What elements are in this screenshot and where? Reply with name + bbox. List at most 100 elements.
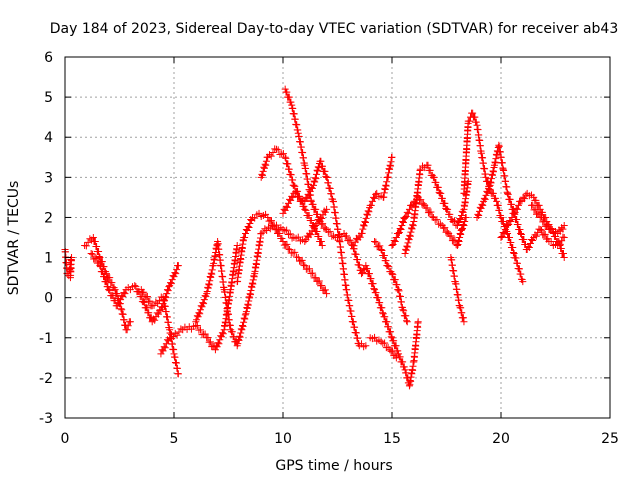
data-point	[443, 228, 451, 236]
data-point	[82, 242, 90, 250]
data-point	[230, 333, 238, 341]
data-point	[104, 283, 112, 291]
data-point	[477, 204, 485, 212]
data-point	[322, 172, 330, 180]
data-point	[262, 157, 270, 165]
data-point	[287, 98, 295, 106]
data-point	[300, 202, 308, 210]
data-point	[428, 213, 436, 221]
data-point	[512, 254, 520, 262]
data-point	[281, 85, 289, 93]
data-point	[218, 329, 226, 337]
data-point	[236, 333, 244, 341]
data-point	[207, 273, 215, 281]
data-point	[540, 218, 548, 226]
data-point	[437, 189, 445, 197]
data-point	[279, 225, 287, 233]
data-point	[514, 201, 522, 209]
data-point	[313, 227, 321, 235]
data-point	[164, 287, 172, 295]
data-point	[111, 286, 119, 294]
data-point	[403, 242, 411, 250]
data-point	[245, 223, 253, 231]
data-point	[257, 229, 265, 237]
data-point	[65, 266, 73, 274]
data-point	[402, 246, 410, 254]
data-point	[399, 306, 407, 314]
data-point	[364, 207, 372, 215]
data-point	[239, 322, 247, 330]
data-point	[380, 252, 388, 260]
data-point	[387, 333, 395, 341]
data-point	[388, 242, 396, 250]
x-tick-label: 5	[170, 431, 179, 447]
data-point	[140, 299, 148, 307]
data-point	[297, 197, 305, 205]
data-point	[506, 195, 514, 203]
data-point	[396, 224, 404, 232]
data-point	[484, 188, 492, 196]
data-point	[385, 263, 393, 271]
data-point	[446, 210, 454, 218]
data-point	[308, 184, 316, 192]
data-point	[258, 170, 266, 178]
data-point	[321, 224, 329, 232]
data-point	[388, 347, 396, 355]
data-point	[323, 290, 331, 298]
data-point	[392, 234, 400, 241]
data-point	[281, 153, 289, 161]
data-point	[312, 205, 320, 213]
data-point	[163, 290, 171, 298]
data-point	[459, 208, 467, 216]
data-point	[241, 311, 249, 319]
data-point	[92, 254, 100, 262]
data-point	[454, 237, 462, 245]
data-point	[173, 266, 181, 274]
data-point	[384, 262, 392, 270]
data-point	[456, 229, 464, 237]
data-point	[513, 259, 521, 267]
data-point	[383, 318, 391, 326]
data-point	[289, 104, 297, 112]
data-point	[89, 234, 97, 241]
data-point	[204, 284, 212, 292]
data-point	[395, 229, 403, 237]
data-point	[453, 221, 461, 229]
series-track-8	[257, 145, 326, 250]
data-point	[261, 160, 269, 168]
data-point	[284, 230, 292, 238]
data-point	[557, 245, 565, 253]
data-point	[462, 213, 470, 221]
data-point	[310, 221, 318, 229]
y-tick-label: -3	[39, 411, 53, 427]
data-point	[200, 296, 208, 304]
data-point	[352, 250, 360, 258]
data-point	[196, 306, 204, 314]
data-point	[319, 162, 327, 170]
data-point	[426, 166, 434, 174]
data-point	[379, 309, 387, 317]
data-point	[519, 278, 527, 286]
data-point	[357, 270, 365, 278]
data-point	[376, 242, 384, 250]
data-point	[363, 265, 371, 273]
data-point	[314, 163, 322, 171]
data-point	[409, 222, 417, 230]
data-point	[516, 225, 524, 233]
data-point	[259, 167, 267, 175]
data-point	[312, 175, 320, 183]
data-point	[504, 221, 512, 229]
data-point	[372, 289, 380, 297]
data-point	[560, 221, 568, 229]
data-point	[243, 226, 251, 234]
data-point	[200, 300, 208, 308]
data-point	[203, 287, 211, 295]
data-point	[326, 228, 334, 236]
data-point	[378, 247, 386, 255]
data-point	[365, 270, 373, 278]
data-point	[301, 262, 309, 270]
data-point	[206, 338, 214, 346]
data-point	[388, 334, 396, 342]
data-point	[283, 203, 291, 211]
data-point	[401, 213, 409, 221]
